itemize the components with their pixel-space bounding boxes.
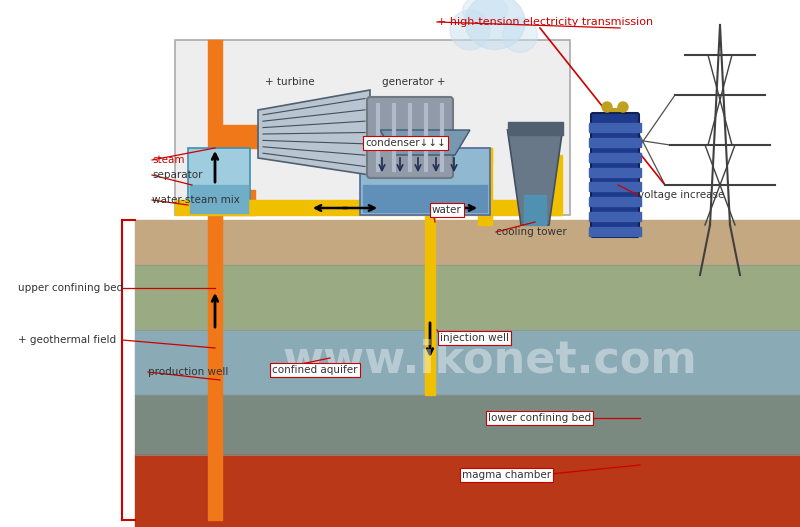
Bar bbox=[135, 220, 800, 265]
Polygon shape bbox=[258, 90, 370, 175]
Circle shape bbox=[602, 102, 612, 112]
Bar bbox=[589, 182, 641, 191]
Text: water-steam mix: water-steam mix bbox=[152, 195, 240, 205]
Text: steam: steam bbox=[152, 155, 185, 165]
Bar bbox=[135, 265, 800, 330]
Bar bbox=[589, 123, 641, 132]
Text: condenser↓↓↓: condenser↓↓↓ bbox=[365, 138, 446, 148]
Text: upper confining bed: upper confining bed bbox=[18, 283, 123, 293]
Text: + geothermal field: + geothermal field bbox=[18, 335, 116, 345]
FancyBboxPatch shape bbox=[188, 148, 250, 215]
FancyBboxPatch shape bbox=[591, 113, 639, 237]
Ellipse shape bbox=[450, 10, 490, 50]
Ellipse shape bbox=[462, 0, 507, 25]
Text: www.ikonet.com: www.ikonet.com bbox=[282, 338, 698, 382]
Bar bbox=[589, 153, 641, 162]
FancyBboxPatch shape bbox=[360, 148, 490, 215]
Bar bbox=[135, 330, 800, 395]
Text: lower confining bed: lower confining bed bbox=[488, 413, 591, 423]
Bar bbox=[135, 395, 800, 455]
Ellipse shape bbox=[465, 0, 525, 50]
Circle shape bbox=[618, 102, 628, 112]
Text: confined aquifer: confined aquifer bbox=[272, 365, 358, 375]
Bar bbox=[589, 197, 641, 206]
Text: injection well: injection well bbox=[440, 333, 509, 343]
Bar bbox=[175, 40, 570, 215]
Polygon shape bbox=[380, 130, 470, 155]
Text: magma chamber: magma chamber bbox=[462, 470, 551, 480]
Bar bbox=[135, 455, 800, 527]
Text: production well: production well bbox=[148, 367, 228, 377]
Bar bbox=[589, 168, 641, 177]
Polygon shape bbox=[507, 130, 562, 225]
Text: + turbine: + turbine bbox=[265, 77, 314, 87]
Text: + high-tension electricity transmission: + high-tension electricity transmission bbox=[437, 17, 653, 27]
FancyBboxPatch shape bbox=[367, 97, 453, 178]
Bar bbox=[589, 227, 641, 236]
Text: water: water bbox=[432, 205, 462, 215]
Text: generator +: generator + bbox=[382, 77, 446, 87]
Bar bbox=[589, 138, 641, 147]
Text: cooling tower: cooling tower bbox=[496, 227, 566, 237]
Ellipse shape bbox=[502, 17, 538, 53]
Text: separator: separator bbox=[152, 170, 202, 180]
Text: voltage increase: voltage increase bbox=[638, 190, 724, 200]
Bar bbox=[589, 212, 641, 221]
